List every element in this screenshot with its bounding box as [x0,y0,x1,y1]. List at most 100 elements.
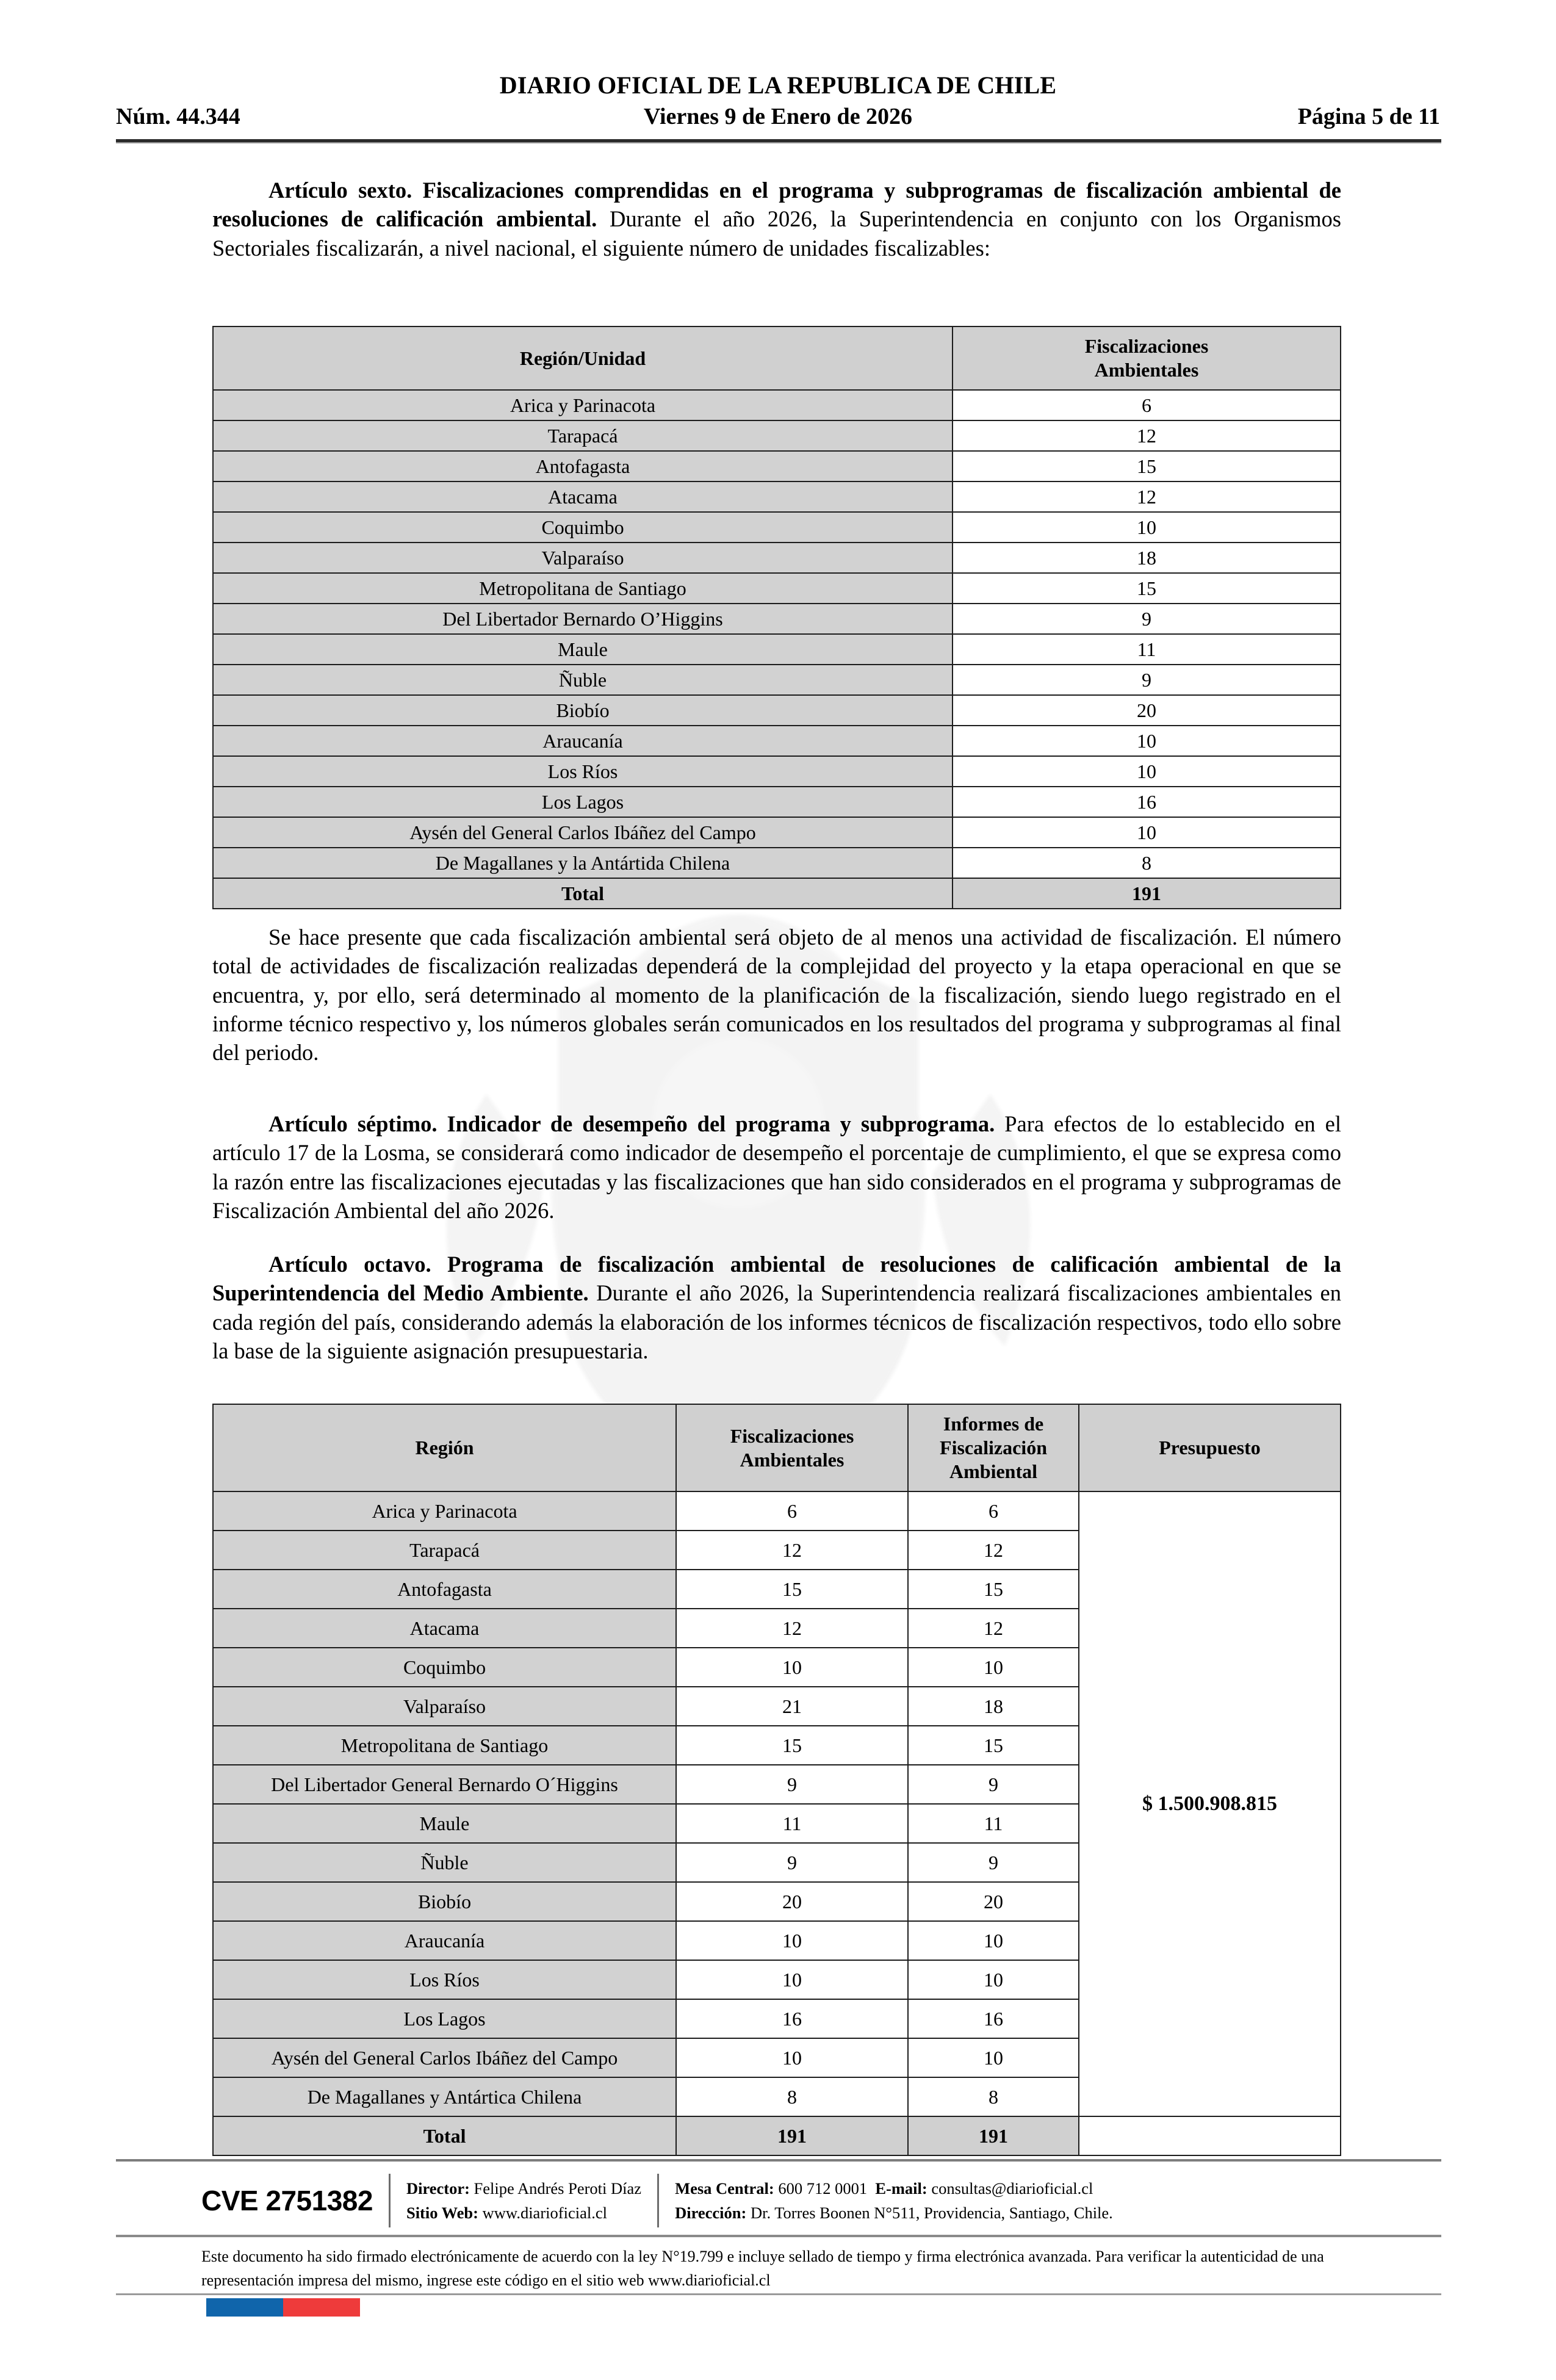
column-header-fiscalizaciones-ambientales: Fiscalizaciones Ambientales [952,325,1341,391]
cell-region: Aysén del General Carlos Ibáñez del Camp… [212,817,953,849]
article-sexto-heading: Artículo sexto. Fiscalizaciones comprend… [212,178,1341,232]
table-row: Arica y Parinacota 6 [212,389,1341,422]
cell-region: Los Lagos [212,786,953,818]
table-row: Los Ríos 10 10 [212,1960,1341,2000]
cell-region: Biobío [212,1881,677,1922]
table-header-row: Región/Unidad Fiscalizaciones Ambientale… [212,325,1341,391]
table-row: Valparaíso 21 18 [212,1686,1341,1727]
cell-informes: 9 [907,1842,1079,1883]
table-row: Araucanía 10 [212,725,1341,757]
table-row: Del Libertador General Bernardo O´Higgin… [212,1764,1341,1805]
nota-text: Se hace presente que cada fiscalización … [212,925,1341,1066]
cell-fiscalizaciones: 11 [675,1803,909,1844]
page-header: DIARIO OFICIAL DE LA REPUBLICA DE CHILE … [116,71,1440,130]
cell-region: Araucanía [212,725,953,757]
cell-informes: 10 [907,1960,1079,2000]
cell-region: Metropolitana de Santiago [212,572,953,605]
colophon-divider-2 [657,2174,660,2227]
cell-region: Araucanía [212,1920,677,1961]
cell-fiscalizaciones: 9 [675,1842,909,1883]
table-row: Maule 11 11 [212,1803,1341,1844]
table-row: Tarapacá 12 [212,420,1341,452]
table-row: Antofagasta 15 [212,450,1341,483]
article-octavo-paragraph: Artículo octavo. Programa de fiscalizaci… [212,1250,1341,1365]
header-divider [116,139,1441,143]
cell-fiscalizaciones: 20 [952,694,1341,727]
cell-fiscalizaciones: 18 [952,542,1341,574]
address-label: Dirección: [675,2204,747,2222]
cell-region: Antofagasta [212,1569,677,1610]
table-total-row: Total 191 191 [212,2116,1341,2157]
table-row: Del Libertador Bernardo O’Higgins 9 [212,603,1341,635]
director-label: Director: [406,2179,470,2198]
site-label: Sitio Web: [406,2204,478,2222]
cell-informes: 10 [907,1920,1079,1961]
site-url[interactable]: www.diarioficial.cl [482,2204,607,2222]
cell-fiscalizaciones: 8 [952,847,1341,879]
cell-fiscalizaciones: 15 [675,1725,909,1766]
table-row: Valparaíso 18 [212,542,1341,574]
cell-region: Tarapacá [212,1530,677,1571]
cell-fiscalizaciones: 9 [952,603,1341,635]
cell-total-fiscalizaciones: 191 [952,878,1341,910]
article-septimo-paragraph: Artículo séptimo. Indicador de desempeño… [212,1109,1341,1225]
page-indicator: Página 5 de 11 [1297,103,1440,129]
cell-fiscalizaciones: 12 [675,1530,909,1571]
cell-region: Tarapacá [212,420,953,452]
cell-informes: 9 [907,1764,1079,1805]
cell-fiscalizaciones: 12 [952,420,1341,452]
colophon-divider-1 [388,2174,391,2227]
cell-region: Coquimbo [212,511,953,544]
cell-fiscalizaciones: 16 [952,786,1341,818]
cell-fiscalizaciones: 9 [952,664,1341,696]
colophon-contact-block: Mesa Central: 600 712 0001 E-mail: consu… [659,2176,1129,2226]
table-row: De Magallanes y la Antártida Chilena 8 [212,847,1341,879]
cell-informes: 8 [907,2077,1079,2118]
cell-fiscalizaciones: 15 [675,1569,909,1610]
issue-number: Núm. 44.344 [116,103,240,129]
cell-informes: 16 [907,1999,1079,2039]
table-row: Los Ríos 10 [212,755,1341,788]
cell-fiscalizaciones: 12 [675,1608,909,1649]
cell-region: Atacama [212,481,953,513]
table-presupuesto-regional: Región Fiscalizaciones Ambientales Infor… [212,1403,1341,2157]
email-address[interactable]: consultas@diarioficial.cl [931,2179,1093,2198]
nota-paragraph: Se hace presente que cada fiscalización … [212,923,1341,1067]
table-header-row: Región Fiscalizaciones Ambientales Infor… [212,1403,1341,1493]
cell-region: Valparaíso [212,542,953,574]
cell-fiscalizaciones: 15 [952,572,1341,605]
cell-region: Aysén del General Carlos Ibáñez del Camp… [212,2038,677,2079]
article-octavo-heading: Artículo octavo. Programa de fiscalizaci… [212,1252,1341,1306]
cell-informes: 15 [907,1725,1079,1766]
cell-informes: 10 [907,2038,1079,2079]
cell-fiscalizaciones: 10 [952,511,1341,544]
article-sexto-paragraph: Artículo sexto. Fiscalizaciones comprend… [212,176,1341,262]
footer-divider-top [116,2159,1441,2162]
cell-fiscalizaciones: 15 [952,450,1341,483]
article-sexto-body: Durante el año 2026, la Superintendencia… [212,206,1341,261]
cell-fiscalizaciones: 12 [952,481,1341,513]
column-header-region-unidad: Región/Unidad [212,325,953,391]
cell-region: Del Libertador General Bernardo O´Higgin… [212,1764,677,1805]
table-row: Aysén del General Carlos Ibáñez del Camp… [212,817,1341,849]
cell-total-fiscalizaciones: 191 [675,2116,909,2157]
cve-code: CVE 2751382 [201,2185,373,2216]
cell-total-presupuesto-empty [1078,2116,1341,2157]
colophon-director-block: Director: Felipe Andrés Peroti Díaz Siti… [391,2176,657,2226]
cell-fiscalizaciones: 10 [675,1920,909,1961]
cell-region: Arica y Parinacota [212,389,953,422]
cell-informes: 10 [907,1647,1079,1688]
legal-notice: Este documento ha sido firmado electróni… [201,2248,1324,2289]
cell-region: Atacama [212,1608,677,1649]
cell-region: Ñuble [212,1842,677,1883]
table-row: Coquimbo 10 [212,511,1341,544]
flag-bar-blue [206,2298,283,2317]
table-row: Los Lagos 16 16 [212,1999,1341,2039]
table-row: Los Lagos 16 [212,786,1341,818]
cell-informes: 11 [907,1803,1079,1844]
cell-region: Maule [212,633,953,666]
cell-region: Ñuble [212,664,953,696]
colophon: CVE 2751382 Director: Felipe Andrés Pero… [201,2171,1129,2230]
table-fiscalizaciones-ambientales: Región/Unidad Fiscalizaciones Ambientale… [212,325,1341,910]
